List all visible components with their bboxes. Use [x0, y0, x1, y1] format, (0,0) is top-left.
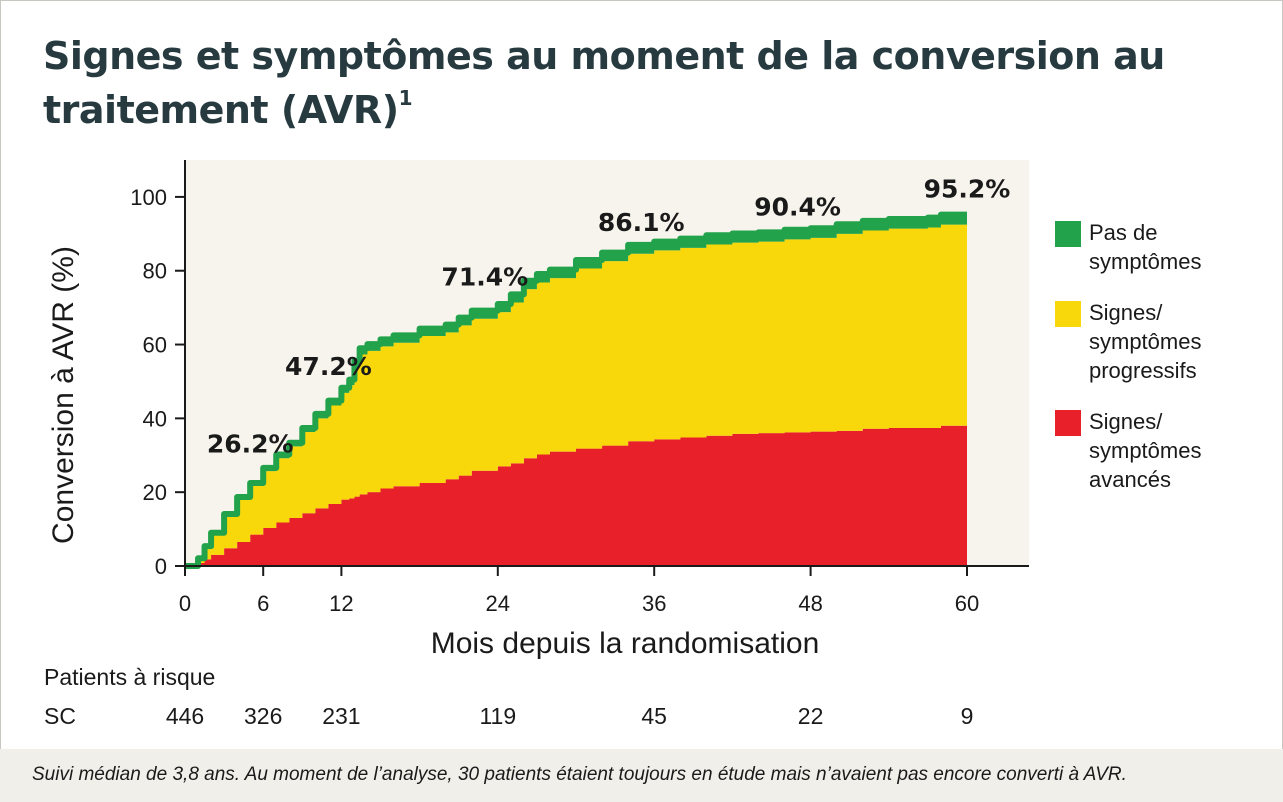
y-tick-label: 40: [143, 406, 167, 431]
legend-swatch: [1055, 221, 1081, 247]
area-series-1: [185, 425, 967, 566]
x-tick-label: 6: [257, 591, 269, 616]
y-axis-title: Conversion à AVR (%): [47, 246, 80, 544]
x-tick-label: 48: [798, 591, 822, 616]
area-series-2: [185, 224, 967, 567]
risk-table-cell: 231: [322, 703, 361, 729]
y-tick-label: 80: [143, 259, 167, 284]
data-label: 71.4%: [441, 262, 528, 291]
y-tick-label: 20: [143, 480, 167, 505]
risk-table-cell: 326: [244, 703, 283, 729]
percent-annotations: 26.2% 47.2% 71.4% 86.1% 90.4% 95.2%: [207, 175, 1011, 459]
total-conversion-line: [185, 211, 967, 569]
risk-table-cell: 22: [797, 703, 824, 729]
y-tick-label: 60: [143, 333, 167, 358]
data-label: 95.2%: [924, 175, 1011, 204]
x-axis-title: Mois depuis la randomisation: [431, 627, 820, 660]
title-footnote-marker: 1: [398, 86, 413, 110]
y-axis: 0 20 40 60 80 100: [130, 160, 186, 579]
chart-legend: Pas de symptômes Signes/ symptômes progre…: [1055, 218, 1275, 516]
legend-label: Pas de symptômes: [1089, 220, 1202, 274]
legend-item: Signes/ symptômes progressifs: [1055, 298, 1275, 385]
x-tick-label: 60: [955, 591, 979, 616]
risk-table-group-label: SC: [44, 703, 76, 729]
legend-item: Pas de symptômes: [1055, 218, 1275, 276]
stacked-areas: [185, 211, 967, 569]
footnote-bar: Suivi médian de 3,8 ans. Au moment de l’…: [0, 749, 1283, 802]
legend-swatch: [1055, 301, 1081, 327]
data-label: 47.2%: [285, 352, 372, 381]
legend-label: Signes/ symptômes progressifs: [1089, 300, 1202, 383]
risk-table-cell: 9: [960, 703, 974, 729]
legend-swatch: [1055, 410, 1081, 436]
x-tick-label: 0: [179, 591, 191, 616]
legend-item: Signes/ symptômes avancés: [1055, 407, 1275, 494]
risk-table-cell: 446: [165, 703, 205, 729]
conversion-area-chart: 0 20 40 60 80 100 0 6 12 24 36 48 60 26.2% 47.2% 71.4…: [47, 160, 1029, 660]
x-tick-label: 12: [329, 591, 353, 616]
footnote-text: Suivi médian de 3,8 ans. Au moment de l’…: [32, 764, 1127, 785]
data-label: 86.1%: [598, 208, 685, 237]
legend-label: Signes/ symptômes avancés: [1089, 409, 1202, 492]
data-label: 90.4%: [754, 192, 841, 221]
x-tick-label: 36: [642, 591, 666, 616]
x-axis: 0 6 12 24 36 48 60: [175, 565, 1029, 616]
risk-table-cell: 45: [641, 703, 667, 729]
data-label: 26.2%: [207, 429, 294, 458]
chart-title: Signes et symptômes au moment de la conv…: [43, 29, 1193, 137]
risk-table-row: 446 326 231 119 45 22 9: [0, 703, 1283, 733]
y-tick-label: 100: [130, 185, 167, 210]
risk-table-title: Patients à risque: [44, 664, 216, 690]
y-tick-label: 0: [155, 554, 167, 579]
risk-table-cell: 119: [479, 703, 517, 729]
chart-title-text: Signes et symptômes au moment de la conv…: [43, 34, 1165, 132]
x-tick-label: 24: [486, 591, 510, 616]
